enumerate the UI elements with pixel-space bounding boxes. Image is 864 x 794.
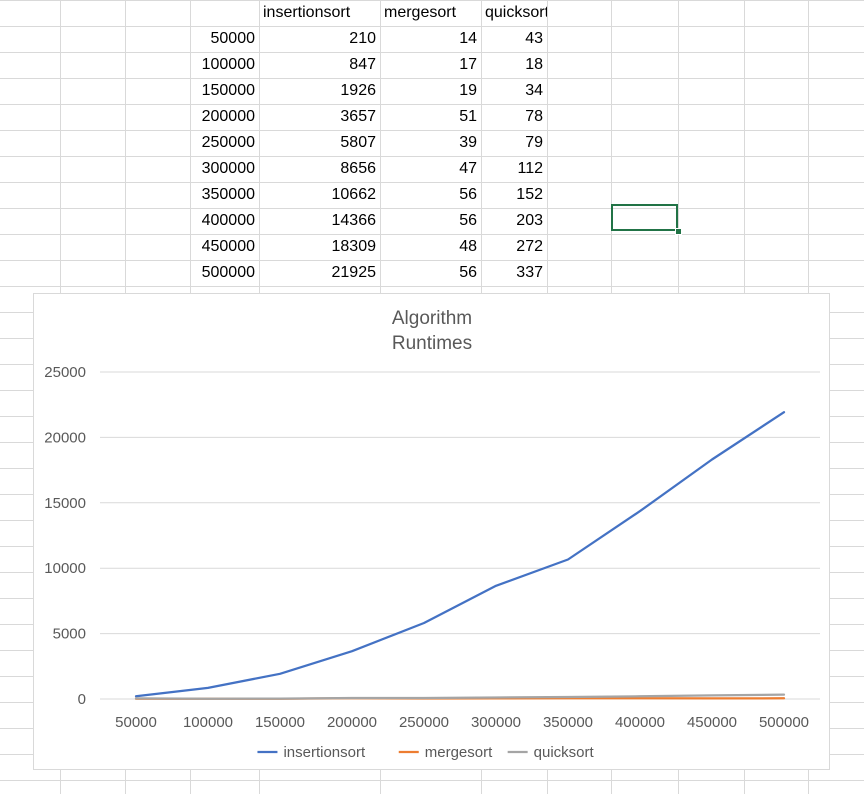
runtime-cell[interactable]: 21925 bbox=[331, 264, 377, 281]
runtime-cell[interactable]: 51 bbox=[459, 108, 477, 125]
runtime-cell[interactable]: 210 bbox=[349, 30, 376, 47]
runtime-cell[interactable]: 272 bbox=[516, 238, 543, 255]
y-tick-label: 15000 bbox=[44, 495, 86, 512]
row-size-cell[interactable]: 50000 bbox=[210, 30, 256, 47]
chart-title-line-2: Runtimes bbox=[392, 333, 472, 354]
row-size-cell[interactable]: 300000 bbox=[201, 160, 255, 177]
fill-handle[interactable] bbox=[675, 228, 682, 235]
row-gridline bbox=[0, 780, 864, 781]
row-gridline bbox=[0, 78, 864, 79]
runtime-cell[interactable]: 19 bbox=[459, 82, 477, 99]
x-tick-label: 250000 bbox=[399, 714, 449, 731]
runtime-cell[interactable]: 18309 bbox=[331, 238, 377, 255]
row-gridline bbox=[0, 182, 864, 183]
row-size-cell[interactable]: 250000 bbox=[201, 134, 255, 151]
row-size-cell[interactable]: 100000 bbox=[201, 56, 255, 73]
y-tick-label: 0 bbox=[78, 691, 86, 708]
series-line-quicksort bbox=[134, 693, 786, 700]
runtime-cell[interactable]: 14 bbox=[459, 30, 477, 47]
legend-label: quicksort bbox=[534, 744, 595, 761]
line-chart[interactable]: Algorithm Runtimes 0 5000 10000 15000 20000 2… bbox=[33, 293, 830, 770]
row-size-cell[interactable]: 500000 bbox=[201, 264, 255, 281]
runtime-cell[interactable]: 10662 bbox=[331, 186, 377, 203]
row-size-cell[interactable]: 350000 bbox=[201, 186, 255, 203]
runtime-cell[interactable]: 14366 bbox=[331, 212, 377, 229]
row-gridline bbox=[0, 286, 864, 287]
x-tick-label: 50000 bbox=[115, 714, 157, 731]
runtime-cell[interactable]: 18 bbox=[525, 56, 543, 73]
legend: insertionsort mergesort quicksort bbox=[257, 744, 595, 761]
runtime-cell[interactable]: 152 bbox=[516, 186, 543, 203]
x-tick-label: 150000 bbox=[255, 714, 305, 731]
row-size-cell[interactable]: 400000 bbox=[201, 212, 255, 229]
runtime-cell[interactable]: 78 bbox=[525, 108, 543, 125]
x-axis: 50000 100000 150000 200000 250000 300000 35000… bbox=[115, 714, 809, 731]
header-cell[interactable]: mergesort bbox=[384, 4, 457, 21]
y-tick-label: 25000 bbox=[44, 364, 86, 381]
legend-label: mergesort bbox=[425, 744, 493, 761]
row-gridline bbox=[0, 26, 864, 27]
x-tick-label: 100000 bbox=[183, 714, 233, 731]
gridlines bbox=[100, 371, 820, 700]
row-gridline bbox=[0, 52, 864, 53]
row-gridline bbox=[0, 130, 864, 131]
runtime-cell[interactable]: 3657 bbox=[340, 108, 376, 125]
runtime-cell[interactable]: 43 bbox=[525, 30, 543, 47]
header-cell[interactable]: insertionsort bbox=[263, 4, 351, 21]
runtime-cell[interactable]: 337 bbox=[516, 264, 543, 281]
row-size-cell[interactable]: 450000 bbox=[201, 238, 255, 255]
chart-title-line-1: Algorithm bbox=[392, 308, 472, 329]
runtime-cell[interactable]: 39 bbox=[459, 134, 477, 151]
row-gridline bbox=[0, 208, 864, 209]
runtime-cell[interactable]: 79 bbox=[525, 134, 543, 151]
runtime-cell[interactable]: 5807 bbox=[340, 134, 376, 151]
header-cell[interactable]: quicksort bbox=[485, 4, 547, 21]
row-gridline bbox=[0, 234, 864, 235]
legend-label: insertionsort bbox=[283, 744, 366, 761]
runtime-cell[interactable]: 203 bbox=[516, 212, 543, 229]
row-gridline bbox=[0, 104, 864, 105]
row-size-cell[interactable]: 200000 bbox=[201, 108, 255, 125]
runtime-cell[interactable]: 8656 bbox=[340, 160, 376, 177]
legend-item-quicksort: quicksort bbox=[507, 744, 595, 761]
runtime-cell[interactable]: 47 bbox=[459, 160, 477, 177]
runtime-cell[interactable]: 56 bbox=[459, 186, 477, 203]
runtime-cell[interactable]: 112 bbox=[517, 160, 543, 177]
x-tick-label: 450000 bbox=[687, 714, 737, 731]
series-line-insertionsort bbox=[134, 411, 786, 698]
series-lines bbox=[134, 411, 786, 700]
runtime-cell[interactable]: 17 bbox=[459, 56, 477, 73]
x-tick-label: 350000 bbox=[543, 714, 593, 731]
y-tick-label: 5000 bbox=[53, 626, 86, 643]
y-tick-label: 10000 bbox=[44, 560, 86, 577]
legend-item-mergesort: mergesort bbox=[398, 744, 493, 761]
runtime-cell[interactable]: 1926 bbox=[340, 82, 376, 99]
row-gridline bbox=[0, 260, 864, 261]
selected-cell[interactable] bbox=[611, 204, 678, 231]
runtime-cell[interactable]: 48 bbox=[459, 238, 477, 255]
runtime-cell[interactable]: 56 bbox=[459, 212, 477, 229]
runtime-cell[interactable]: 847 bbox=[349, 56, 376, 73]
x-tick-label: 400000 bbox=[615, 714, 665, 731]
chart-canvas: Algorithm Runtimes 0 5000 10000 15000 20000 2… bbox=[44, 308, 820, 761]
row-size-cell[interactable]: 150000 bbox=[201, 82, 255, 99]
y-axis: 0 5000 10000 15000 20000 25000 bbox=[44, 364, 86, 708]
x-tick-label: 500000 bbox=[759, 714, 809, 731]
row-gridline bbox=[0, 0, 864, 1]
y-tick-label: 20000 bbox=[44, 429, 86, 446]
legend-item-insertionsort: insertionsort bbox=[257, 744, 366, 761]
x-tick-label: 300000 bbox=[471, 714, 521, 731]
row-gridline bbox=[0, 156, 864, 157]
x-tick-label: 200000 bbox=[327, 714, 377, 731]
runtime-cell[interactable]: 56 bbox=[459, 264, 477, 281]
runtime-cell[interactable]: 34 bbox=[525, 82, 543, 99]
